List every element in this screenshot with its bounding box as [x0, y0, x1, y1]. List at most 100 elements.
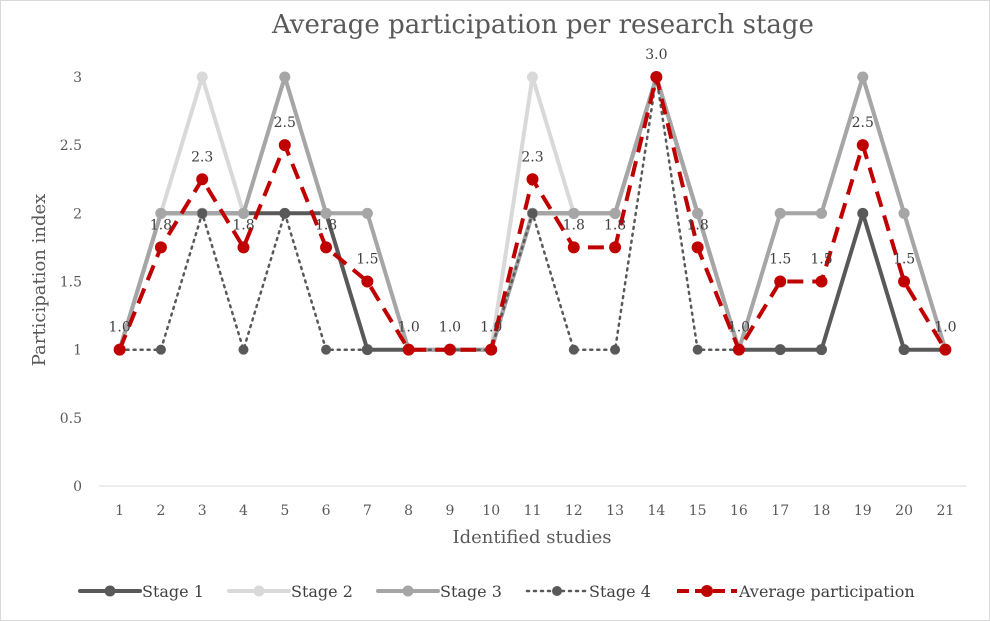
data-point-average-participation — [939, 343, 952, 356]
data-point-stage-4 — [321, 344, 332, 355]
x-tick-labels: 1 2 3 4 5 6 7 8 9 10 11 12 13 14 15 16 17 18 19 20 21 — [115, 503, 954, 519]
x-tick-label: 1 — [115, 503, 124, 519]
x-tick-label: 11 — [524, 503, 542, 519]
data-point-average-participation — [691, 241, 704, 254]
data-point-stage-4 — [238, 344, 249, 355]
legend: Stage 1 Stage 2 Stage 3 Stage 4 Average part… — [78, 582, 915, 601]
legend-label: Stage 1 — [142, 582, 204, 601]
x-tick-label: 13 — [606, 503, 624, 519]
data-point-stage-3 — [857, 71, 869, 83]
y-tick-labels: 0 0.5 1 1.5 2 2.5 3 — [60, 70, 82, 495]
data-label: 1.5 — [810, 252, 832, 268]
data-label: 1.5 — [893, 252, 915, 268]
x-tick-label: 6 — [322, 503, 331, 519]
data-point-average-participation — [526, 173, 539, 186]
x-tick-label: 5 — [280, 503, 289, 519]
y-tick-label: 0.5 — [60, 411, 82, 427]
data-point-stage-4 — [692, 344, 703, 355]
y-tick-label: 1.5 — [60, 275, 82, 291]
legend-swatch-marker — [253, 585, 265, 597]
data-point-average-participation — [320, 241, 333, 254]
y-tick-label: 2.5 — [60, 138, 82, 154]
x-tick-label: 14 — [647, 503, 665, 519]
data-point-stage-3 — [692, 207, 704, 219]
legend-label: Average participation — [738, 582, 915, 601]
data-point-stage-4 — [816, 344, 827, 355]
x-tick-label: 17 — [771, 503, 789, 519]
data-label: 2.5 — [274, 115, 296, 131]
data-point-average-participation — [402, 343, 415, 356]
data-point-stage-4 — [568, 344, 579, 355]
x-tick-label: 15 — [689, 503, 707, 519]
data-label: 1.0 — [439, 320, 461, 336]
data-label: 1.0 — [398, 320, 420, 336]
y-tick-label: 1 — [73, 343, 82, 359]
data-point-stage-4 — [155, 344, 166, 355]
x-tick-label: 9 — [445, 503, 454, 519]
data-point-average-participation — [732, 343, 745, 356]
legend-label: Stage 4 — [589, 582, 651, 601]
data-point-stage-3 — [609, 207, 621, 219]
data-label: 1.5 — [769, 252, 791, 268]
data-point-average-participation — [154, 241, 167, 254]
y-tick-label: 0 — [73, 479, 82, 495]
y-tick-label: 3 — [73, 70, 82, 86]
data-label: 1.8 — [563, 217, 585, 233]
data-point-average-participation — [609, 241, 622, 254]
data-label: 1.0 — [480, 320, 502, 336]
x-tick-label: 21 — [936, 503, 954, 519]
data-label: 2.3 — [191, 149, 213, 165]
data-point-stage-3 — [898, 207, 910, 219]
legend-swatch-marker — [701, 585, 713, 597]
x-tick-label: 7 — [363, 503, 372, 519]
data-label: 1.8 — [150, 217, 172, 233]
data-point-stage-3 — [155, 207, 167, 219]
data-label: 1.8 — [315, 217, 337, 233]
data-point-average-participation — [196, 173, 209, 186]
chart-title: Average participation per research stage — [271, 10, 814, 40]
data-label: 1.5 — [356, 252, 378, 268]
data-labels: 1.0 1.8 2.3 1.8 2.5 1.8 1.5 1.0 1.0 1.0 2.3 1.8 1.8 3… — [109, 47, 957, 336]
data-point-average-participation — [567, 241, 580, 254]
data-point-average-participation — [485, 343, 498, 356]
y-axis-title: Participation index — [29, 194, 50, 367]
data-point-average-participation — [898, 275, 911, 288]
legend-item-stage-3: Stage 3 — [376, 582, 502, 601]
x-tick-label: 4 — [239, 503, 248, 519]
data-point-stage-4 — [775, 344, 786, 355]
data-point-average-participation — [237, 241, 250, 254]
data-label: 1.0 — [934, 320, 956, 336]
legend-item-average-participation: Average participation — [677, 582, 915, 601]
data-point-average-participation — [856, 139, 869, 152]
data-label: 2.5 — [852, 115, 874, 131]
data-point-stage-4 — [857, 208, 868, 219]
y-tick-label: 2 — [73, 206, 82, 222]
legend-swatch-marker — [552, 586, 562, 596]
data-point-average-participation — [815, 275, 828, 288]
data-label: 1.0 — [728, 320, 750, 336]
data-point-stage-3 — [774, 207, 786, 219]
x-tick-label: 20 — [895, 503, 913, 519]
data-point-stage-4 — [362, 344, 373, 355]
data-point-average-participation — [774, 275, 787, 288]
data-point-stage-4 — [197, 208, 208, 219]
legend-item-stage-1: Stage 1 — [78, 582, 204, 601]
data-point-stage-2 — [527, 71, 538, 83]
data-label: 3.0 — [645, 47, 667, 63]
legend-item-stage-2: Stage 2 — [227, 582, 353, 601]
x-axis-title: Identified studies — [452, 527, 611, 548]
data-point-stage-3 — [238, 207, 249, 219]
data-point-stage-4 — [279, 208, 290, 219]
x-tick-label: 16 — [730, 503, 748, 519]
data-point-stage-3 — [361, 207, 373, 219]
series-layer — [113, 71, 952, 356]
x-tick-label: 8 — [404, 503, 413, 519]
data-point-stage-3 — [816, 207, 827, 219]
data-label: 1.8 — [232, 217, 254, 233]
data-point-average-participation — [113, 343, 126, 356]
legend-label: Stage 2 — [291, 582, 353, 601]
data-point-stage-3 — [320, 207, 332, 219]
legend-swatch-marker — [104, 585, 116, 597]
